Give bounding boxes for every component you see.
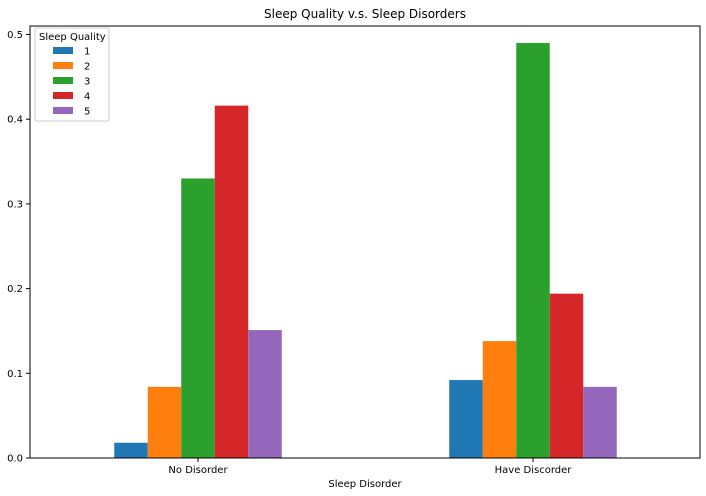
bar-have-discorder-quality-4: [549, 293, 584, 458]
y-tick-label-4: 0.4: [7, 115, 23, 126]
bar-no-disorder-quality-3: [181, 178, 215, 458]
x-axis: No Disorder Have Discorder: [168, 458, 572, 476]
legend-swatch-4: [53, 92, 73, 99]
bar-have-discorder-quality-5: [583, 386, 617, 458]
bar-no-disorder-quality-5: [248, 330, 282, 458]
bar-have-discorder-quality-1: [449, 380, 483, 458]
bar-no-disorder-quality-4: [214, 105, 249, 459]
x-tick-label-0: No Disorder: [168, 465, 228, 476]
bar-have-discorder-quality-3: [516, 42, 550, 458]
bar-no-disorder-quality-2: [147, 386, 182, 458]
y-tick-label-1: 0.1: [7, 369, 23, 380]
legend: Sleep Quality 1 2 3 4 5: [34, 27, 110, 122]
bar-have-discorder-quality-2: [482, 341, 517, 458]
y-tick-label-5: 0.5: [7, 30, 23, 41]
legend-swatch-1: [53, 47, 73, 54]
legend-label-4: 4: [84, 92, 90, 103]
bars-group: [114, 42, 617, 459]
x-axis-title: Sleep Disorder: [328, 479, 402, 490]
legend-label-5: 5: [84, 107, 90, 118]
y-tick-label-3: 0.3: [7, 199, 23, 210]
legend-title: Sleep Quality: [39, 32, 106, 43]
legend-label-3: 3: [84, 77, 90, 88]
legend-swatch-3: [53, 77, 73, 84]
legend-swatch-2: [53, 62, 73, 69]
legend-label-1: 1: [84, 47, 90, 58]
plot-frame: [29, 25, 701, 459]
y-axis: 0.0 0.1 0.2 0.3 0.4 0.5: [7, 30, 30, 465]
y-tick-label-2: 0.2: [7, 284, 23, 295]
legend-swatch-5: [53, 107, 73, 114]
legend-items: 1 2 3 4 5: [53, 47, 90, 118]
chart-title: Sleep Quality v.s. Sleep Disorders: [264, 7, 466, 21]
bar-no-disorder-quality-1: [114, 442, 148, 458]
y-tick-label-0: 0.0: [7, 454, 23, 465]
x-tick-label-1: Have Discorder: [495, 465, 573, 476]
legend-label-2: 2: [84, 62, 90, 73]
